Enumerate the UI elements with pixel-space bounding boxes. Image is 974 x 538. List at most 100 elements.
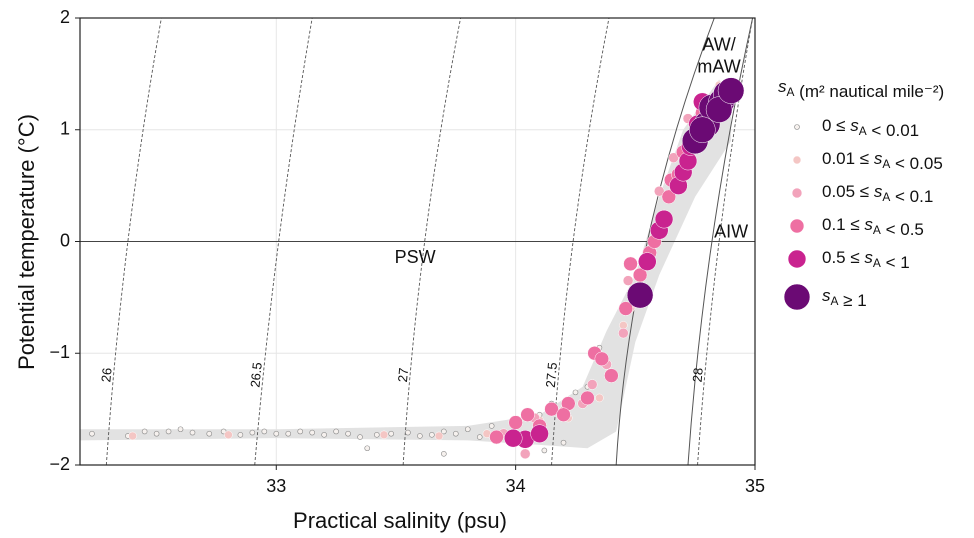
isopycnal-label: 26.5	[247, 362, 265, 389]
data-point	[128, 431, 137, 441]
legend-label: sA ≥ 1	[822, 286, 867, 310]
data-point	[560, 439, 567, 446]
isopycnal	[105, 18, 162, 465]
data-point	[374, 432, 380, 438]
data-point	[177, 426, 184, 433]
data-point	[189, 429, 196, 436]
data-point	[638, 252, 657, 271]
data-point	[345, 430, 351, 437]
isopycnal-label: 28	[690, 367, 706, 383]
isopycnal-label: 26	[98, 367, 114, 383]
data-point	[594, 351, 610, 367]
data-point	[618, 327, 629, 339]
legend-marker	[787, 249, 807, 269]
plot-area	[80, 18, 755, 465]
data-point	[364, 445, 371, 452]
data-point	[206, 430, 213, 437]
annotation: PSW	[395, 247, 436, 267]
y-axis-title: Potential temperature (°C)	[14, 114, 39, 370]
isopycnal	[402, 18, 462, 465]
legend-label: 0.5 ≤ sA < 1	[822, 248, 910, 272]
data-point	[464, 426, 471, 433]
data-point	[556, 407, 571, 422]
data-point	[520, 407, 535, 422]
y-tick-label: −2	[49, 454, 70, 474]
y-tick-label: 1	[60, 119, 70, 139]
annotation: mAW	[697, 57, 740, 77]
legend-label: 0.01 ≤ sA < 0.05	[822, 149, 943, 173]
data-point	[405, 429, 411, 436]
data-point	[623, 256, 638, 272]
data-point	[595, 393, 604, 403]
data-point	[705, 96, 733, 123]
data-point	[261, 428, 268, 435]
data-point	[541, 447, 548, 454]
data-point	[297, 428, 304, 435]
data-point	[388, 430, 394, 437]
data-point	[141, 428, 148, 435]
annotation: AIW	[714, 221, 748, 241]
x-tick-label: 34	[506, 476, 526, 496]
data-point	[309, 429, 315, 436]
data-point	[508, 415, 523, 430]
data-point	[689, 116, 716, 143]
x-axis-title: Practical salinity (psu)	[293, 508, 507, 533]
data-point	[503, 428, 523, 448]
data-point	[489, 429, 504, 445]
legend-label: 0 ≤ sA < 0.01	[822, 116, 919, 140]
y-tick-label: 0	[60, 230, 70, 250]
data-point	[476, 434, 483, 440]
x-tick-label: 33	[266, 476, 286, 496]
data-point	[441, 428, 447, 435]
data-point	[417, 433, 423, 439]
legend-marker	[792, 155, 802, 165]
water-mass-boundary	[687, 18, 754, 465]
y-tick-label: 2	[60, 7, 70, 27]
data-point	[618, 301, 633, 316]
data-point	[544, 401, 559, 417]
plot-frame	[79, 17, 756, 466]
legend-label: 0.1 ≤ sA < 0.5	[822, 215, 924, 239]
data-point	[224, 430, 233, 440]
legend-marker	[783, 283, 811, 311]
legend-marker	[794, 124, 800, 130]
data-point	[488, 423, 495, 429]
data-point	[519, 448, 531, 460]
legend-label: 0.05 ≤ sA < 0.1	[822, 182, 933, 206]
data-point	[530, 424, 549, 443]
isopycnal-label: 27	[395, 367, 411, 383]
y-tick-label: −1	[49, 342, 70, 362]
data-point	[622, 275, 634, 286]
data-point	[572, 389, 579, 396]
data-point	[717, 77, 745, 104]
data-point	[285, 430, 292, 437]
data-point	[441, 451, 447, 457]
isopycnal-label: 27.5	[543, 362, 560, 389]
data-point	[661, 189, 677, 205]
data-point	[249, 429, 256, 436]
legend-title: sA (m² nautical mile⁻²)	[778, 77, 944, 101]
data-point	[429, 432, 435, 438]
data-point	[321, 432, 327, 438]
isopycnal	[697, 18, 754, 465]
x-tick-label: 35	[745, 476, 765, 496]
data-point	[357, 434, 363, 440]
data-point	[586, 379, 598, 390]
data-point	[580, 390, 595, 406]
data-point	[153, 430, 160, 437]
data-point	[604, 368, 619, 383]
data-point	[165, 428, 172, 435]
data-point	[237, 432, 244, 438]
legend-marker	[789, 218, 805, 234]
data-point	[434, 431, 444, 441]
data-point	[452, 430, 459, 437]
isopycnal	[254, 18, 313, 465]
data-point	[654, 209, 674, 229]
data-point	[273, 430, 280, 437]
data-point	[333, 428, 339, 435]
legend-marker	[791, 187, 803, 199]
data-point	[89, 430, 95, 437]
data-point	[379, 430, 389, 440]
annotation: AW/	[702, 35, 735, 55]
